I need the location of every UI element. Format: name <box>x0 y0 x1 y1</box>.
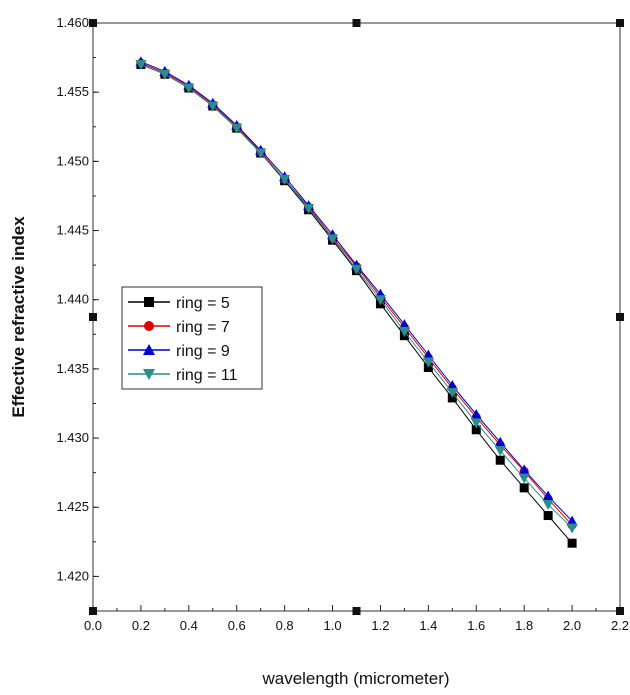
series-4 <box>135 60 578 534</box>
legend-marker <box>143 369 155 380</box>
data-point <box>374 295 386 306</box>
data-point <box>423 362 433 372</box>
legend-label: ring = 5 <box>176 295 230 312</box>
y-tick-label: 1.450 <box>56 153 89 168</box>
data-point <box>207 101 219 112</box>
legend-item: ring = 11 <box>128 367 238 384</box>
data-point <box>398 319 410 330</box>
legend-item: ring = 5 <box>128 295 230 312</box>
frame-handle <box>89 19 97 27</box>
y-tick-label: 1.440 <box>56 292 89 307</box>
data-point <box>518 473 530 484</box>
y-tick-label: 1.420 <box>56 568 89 583</box>
data-point <box>351 264 362 275</box>
x-tick-label: 1.4 <box>419 618 437 633</box>
data-point <box>470 418 482 429</box>
x-axis-title: wavelength (micrometer) <box>261 669 449 688</box>
data-point <box>518 464 530 475</box>
data-point <box>422 349 434 360</box>
legend-label: ring = 9 <box>176 343 230 360</box>
legend-label: ring = 11 <box>176 367 238 384</box>
legend-marker <box>144 321 154 331</box>
data-point <box>470 409 482 420</box>
legend-item: ring = 7 <box>128 319 230 336</box>
data-point <box>255 148 267 159</box>
data-point <box>447 393 457 403</box>
plot-layer <box>135 56 578 548</box>
frame-handle <box>352 607 361 615</box>
data-point <box>542 499 554 510</box>
legend-marker <box>143 344 155 355</box>
data-point <box>398 327 410 338</box>
data-point <box>159 69 171 80</box>
legend-label: ring = 7 <box>176 319 230 336</box>
data-point <box>446 387 458 398</box>
data-point <box>566 515 578 526</box>
data-point <box>422 357 434 368</box>
x-tick-label: 1.6 <box>467 618 485 633</box>
data-point <box>494 436 506 447</box>
y-axis-title: Effective refractive index <box>9 216 28 418</box>
frame-handle <box>616 607 624 615</box>
frame-handle <box>616 19 624 27</box>
y-tick-label: 1.460 <box>56 15 89 30</box>
legend-marker <box>144 297 154 307</box>
axis-layer: 0.0 0.2 0.4 0.6 0.8 1.0 1.2 1.4 1.6 1.8 2.0 2.2 1.42… <box>56 15 629 633</box>
data-point <box>566 523 578 534</box>
y-tick-label: 1.430 <box>56 430 89 445</box>
data-point <box>494 446 506 457</box>
legend-item: ring = 9 <box>128 343 230 360</box>
data-point <box>279 174 291 185</box>
x-tick-label: 1.2 <box>371 618 389 633</box>
data-point <box>542 490 554 501</box>
frame-handle <box>89 313 97 321</box>
y-tick-label: 1.435 <box>56 361 89 376</box>
x-tick-label: 0.0 <box>84 618 102 633</box>
x-tick-label: 0.6 <box>228 618 246 633</box>
data-point <box>495 455 505 465</box>
data-point <box>543 511 553 521</box>
data-point <box>231 123 243 134</box>
data-point <box>567 538 577 548</box>
data-point <box>303 203 315 214</box>
y-tick-label: 1.445 <box>56 223 89 238</box>
data-point <box>183 83 195 94</box>
frame-handle <box>89 607 97 615</box>
handle-layer <box>89 19 624 615</box>
x-tick-label: 1.0 <box>324 618 342 633</box>
frame-handle <box>616 313 624 321</box>
data-point <box>519 483 529 493</box>
data-point <box>446 379 458 390</box>
x-tick-label: 2.2 <box>611 618 629 633</box>
y-tick-label: 1.455 <box>56 84 89 99</box>
legend: ring = 5 ring = 7 ring = 9 ring = 11 <box>121 286 263 390</box>
x-tick-label: 0.8 <box>276 618 294 633</box>
x-tick-label: 0.2 <box>132 618 150 633</box>
x-tick-label: 1.8 <box>515 618 533 633</box>
data-point <box>327 234 339 245</box>
x-tick-label: 2.0 <box>563 618 581 633</box>
data-point <box>471 425 481 435</box>
frame-handle <box>352 19 361 27</box>
x-tick-label: 0.4 <box>180 618 198 633</box>
data-point <box>135 60 147 71</box>
y-tick-label: 1.425 <box>56 499 89 514</box>
